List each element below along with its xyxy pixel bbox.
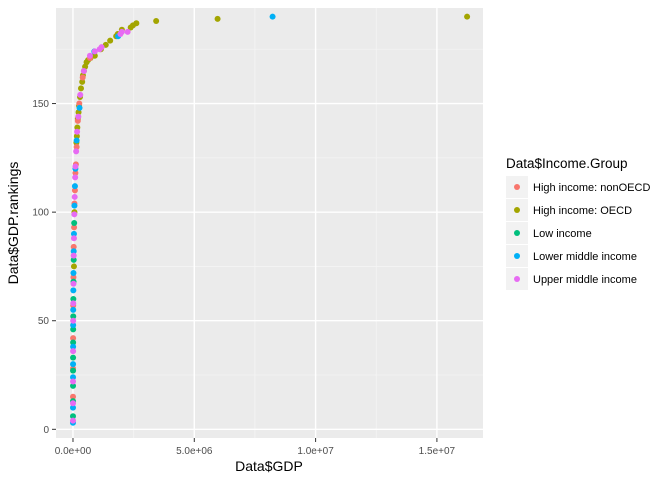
data-point (74, 117, 81, 124)
data-point (76, 100, 83, 107)
y-tick-label: 150 (32, 99, 49, 110)
data-point (214, 15, 221, 22)
data-point (70, 322, 77, 329)
data-point (69, 413, 76, 420)
data-point (71, 183, 78, 190)
data-point (73, 133, 80, 140)
data-point (86, 52, 93, 59)
y-axis-ticks: 0 50 100 150 (32, 99, 56, 436)
data-point (70, 269, 77, 276)
legend: Data$Income.Group High income: nonOECD Hi… (506, 156, 650, 290)
x-tick-label: 0.0e+00 (55, 446, 92, 457)
legend-swatch (514, 276, 520, 282)
legend-swatch (514, 253, 520, 259)
data-point (70, 300, 77, 307)
data-point (80, 67, 87, 74)
data-point (77, 85, 84, 92)
data-point (70, 243, 77, 250)
data-point (72, 163, 79, 170)
data-point (70, 348, 77, 355)
data-point (74, 128, 81, 135)
legend-swatch (514, 230, 520, 236)
legend-entry-label: High income: nonOECD (533, 182, 650, 194)
data-point (71, 224, 78, 231)
data-point (79, 78, 86, 85)
data-point (70, 343, 77, 350)
data-point (71, 211, 78, 218)
data-point (73, 137, 80, 144)
data-point (70, 393, 77, 400)
x-axis-ticks: 0.0e+00 5.0e+06 1.0e+07 1.5e+07 (55, 438, 456, 457)
data-point (71, 187, 78, 194)
data-point (71, 220, 78, 226)
data-point (70, 230, 77, 237)
data-point (70, 306, 77, 313)
data-point (70, 400, 77, 407)
data-points (69, 13, 471, 426)
data-point (73, 148, 80, 155)
data-point (69, 417, 76, 424)
minor-grid (56, 8, 483, 438)
data-point (74, 124, 81, 131)
data-point (70, 354, 77, 361)
legend-entry-label: Upper middle income (533, 274, 637, 286)
data-point (107, 37, 114, 44)
data-point (70, 296, 77, 303)
data-point (464, 13, 471, 20)
y-tick-label: 0 (43, 425, 49, 436)
data-point (72, 170, 79, 177)
data-point (77, 91, 84, 98)
data-point (70, 313, 77, 320)
legend-swatch (514, 207, 520, 213)
data-point (73, 143, 80, 150)
data-point (70, 248, 77, 255)
y-axis-title: Data$GDP.rankings (5, 162, 21, 285)
y-tick-label: 100 (32, 208, 49, 219)
data-point (71, 193, 78, 200)
data-point (117, 31, 124, 38)
data-point (70, 404, 77, 411)
data-point (79, 74, 86, 81)
data-point (70, 252, 77, 259)
data-point (70, 339, 77, 346)
data-point (70, 335, 77, 342)
y-tick-label: 50 (38, 316, 50, 327)
data-point (70, 263, 77, 270)
data-point (96, 46, 103, 53)
data-point (70, 374, 77, 381)
legend-entry-label: Low income (533, 228, 592, 240)
data-point (72, 174, 79, 181)
data-point (76, 104, 83, 111)
x-tick-label: 1.5e+07 (419, 446, 456, 457)
x-tick-label: 5.0e+06 (176, 446, 213, 457)
legend-entry-label: Lower middle income (533, 251, 637, 263)
data-point (127, 24, 134, 31)
legend-swatch (514, 184, 520, 190)
data-point (70, 235, 77, 242)
data-point (269, 13, 276, 20)
major-grid (56, 8, 483, 438)
data-point (124, 28, 131, 35)
x-axis-title: Data$GDP (235, 458, 303, 474)
data-point (70, 280, 77, 287)
data-point (71, 202, 78, 209)
data-point (153, 18, 160, 25)
data-point (70, 287, 77, 294)
data-point (70, 382, 77, 389)
data-point (70, 326, 77, 333)
data-point (70, 361, 77, 368)
data-point (91, 48, 98, 55)
data-point (70, 378, 77, 385)
data-point (70, 274, 77, 281)
legend-title: Data$Income.Group (506, 156, 628, 171)
legend-entry-label: High income: OECD (533, 205, 632, 217)
panel-background (56, 8, 483, 438)
data-point (70, 256, 77, 263)
data-point (70, 367, 77, 374)
x-tick-label: 1.0e+07 (297, 446, 334, 457)
data-point (70, 317, 77, 324)
data-point (75, 113, 82, 120)
